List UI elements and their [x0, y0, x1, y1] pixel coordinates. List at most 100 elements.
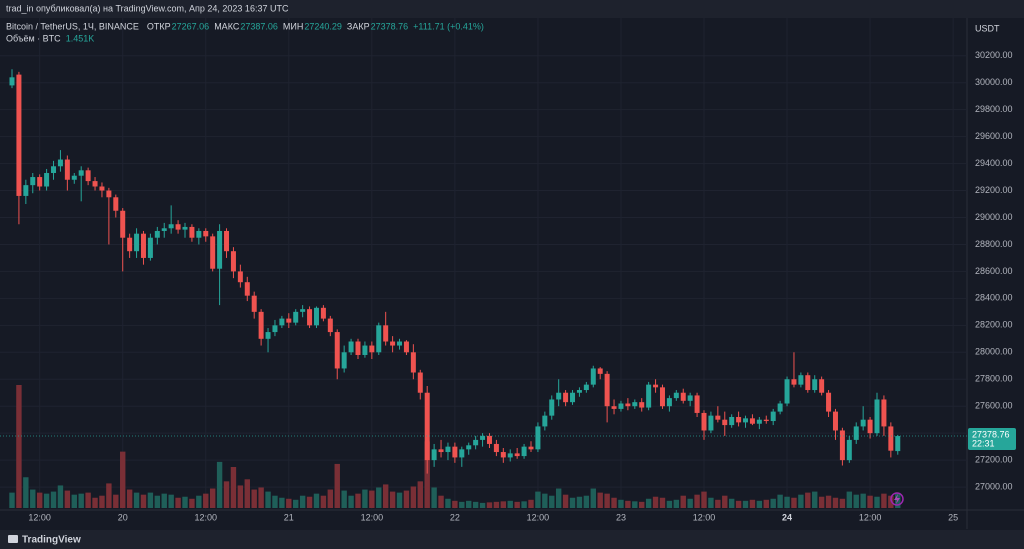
- volume-last: 1.451K: [66, 33, 95, 43]
- candle-body: [106, 190, 112, 198]
- volume-bar: [133, 492, 140, 508]
- alert-icon[interactable]: [890, 492, 904, 506]
- candle-body: [549, 399, 555, 416]
- volume-bar: [853, 494, 859, 508]
- candle-body: [203, 230, 209, 237]
- candle-body: [486, 435, 492, 444]
- candle-body: [653, 384, 659, 388]
- candle-body: [639, 402, 645, 408]
- candle-body: [459, 449, 465, 458]
- currency: USDT: [975, 23, 1000, 33]
- volume-bar: [742, 500, 749, 508]
- y-tick-label: 27000.00: [975, 481, 1013, 491]
- candle-body: [521, 446, 527, 457]
- candle-body: [888, 426, 894, 451]
- candle-body: [618, 403, 624, 409]
- candle-body: [507, 453, 513, 458]
- candle-body: [251, 295, 257, 312]
- volume-bar: [376, 487, 382, 508]
- volume-bar: [818, 496, 825, 508]
- candle-body: [749, 418, 755, 424]
- volume-bar: [673, 499, 680, 508]
- volume-bar: [36, 492, 43, 508]
- candle-body: [736, 416, 742, 423]
- candle-body: [708, 415, 714, 431]
- volume-bar: [57, 485, 64, 508]
- candle-body: [535, 426, 541, 450]
- volume-bar: [645, 498, 652, 508]
- candle-body: [846, 439, 852, 461]
- candle-body: [514, 453, 520, 457]
- candle-body: [812, 379, 818, 391]
- x-tick-label: 20: [118, 512, 128, 522]
- candle-body: [542, 415, 548, 427]
- volume-bar: [355, 493, 361, 508]
- candle-body: [576, 390, 582, 393]
- candle-body: [127, 237, 133, 252]
- volume-bar: [652, 496, 659, 508]
- candle-body: [881, 399, 887, 427]
- volume-bar: [839, 498, 846, 508]
- candle-body: [410, 352, 416, 373]
- y-tick-label: 29400.00: [975, 158, 1013, 168]
- candle-body: [646, 384, 652, 408]
- volume-bar: [562, 494, 569, 508]
- candle-body: [805, 375, 811, 391]
- y-tick-label: 28400.00: [975, 293, 1013, 303]
- candle-body: [597, 368, 603, 374]
- volume-bar: [763, 499, 769, 508]
- candle-body: [417, 372, 423, 393]
- volume-bar: [431, 487, 437, 508]
- brand: TradingView: [22, 535, 81, 546]
- candle-body: [258, 311, 264, 339]
- ohlc-value: 27267.06: [172, 21, 210, 31]
- candle-body: [729, 416, 735, 426]
- volume-bar: [486, 502, 493, 508]
- volume-bar: [479, 502, 486, 508]
- volume-bar: [251, 489, 257, 508]
- volume-bar: [528, 499, 534, 508]
- candle-body: [784, 379, 790, 404]
- ohlc-value: 27378.76: [371, 21, 409, 31]
- candle-body: [756, 419, 762, 424]
- volume-bar: [507, 500, 513, 508]
- volume-bar: [369, 490, 375, 508]
- y-tick-label: 29200.00: [975, 185, 1013, 195]
- volume-bar: [78, 493, 84, 508]
- volume-bar: [334, 463, 340, 508]
- volume-bar: [812, 491, 818, 508]
- volume-bar: [708, 497, 714, 508]
- candle-body: [480, 435, 486, 440]
- volume-bar: [777, 494, 783, 508]
- volume-bar: [320, 495, 327, 508]
- candle-body: [376, 325, 382, 353]
- x-tick-label: 12:00: [361, 512, 384, 522]
- volume-bar: [452, 500, 458, 508]
- candle-body: [293, 311, 299, 323]
- candle-body: [473, 439, 479, 446]
- volume-bar: [237, 485, 244, 508]
- y-tick-label: 30000.00: [975, 77, 1013, 87]
- x-tick-label: 23: [616, 512, 626, 522]
- volume-bar: [120, 451, 126, 508]
- candle-body: [570, 392, 576, 403]
- candle-body: [604, 373, 610, 407]
- volume-bar: [555, 488, 562, 508]
- volume-bar: [735, 500, 742, 508]
- volume-bar: [825, 495, 832, 508]
- volume-bar: [618, 499, 624, 508]
- candle-body: [355, 341, 361, 355]
- volume-bar: [341, 490, 347, 508]
- candle-body: [403, 341, 409, 353]
- logo: [8, 535, 18, 543]
- ohlc-value: 27387.06: [240, 21, 278, 31]
- volume-bar: [549, 495, 555, 508]
- candle-body: [230, 251, 236, 272]
- y-tick-label: 29600.00: [975, 131, 1013, 141]
- candle-body: [383, 325, 389, 342]
- volume-bar: [403, 490, 410, 508]
- candle-body: [244, 282, 250, 296]
- y-tick-label: 30200.00: [975, 50, 1013, 60]
- candle-body: [659, 387, 665, 407]
- volume-bar: [410, 486, 417, 508]
